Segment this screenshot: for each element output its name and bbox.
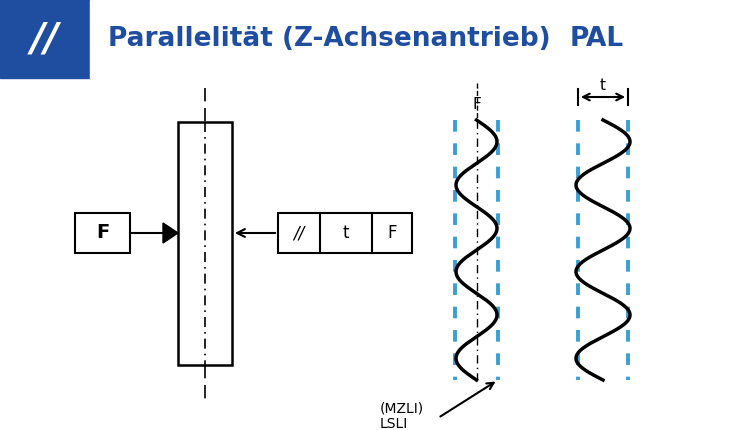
Text: t: t — [600, 77, 606, 92]
Text: //: // — [294, 224, 305, 242]
Text: LSLI: LSLI — [380, 417, 409, 430]
Bar — [90, 0, 751, 78]
Text: F: F — [472, 97, 481, 112]
Text: F: F — [96, 224, 109, 243]
Text: Parallelität (Z-Achsenantrieb): Parallelität (Z-Achsenantrieb) — [108, 26, 550, 52]
Bar — [0, 0, 90, 78]
Text: F: F — [388, 224, 397, 242]
Bar — [178, 122, 232, 365]
Text: //: // — [31, 20, 59, 58]
Text: PAL: PAL — [570, 26, 624, 52]
Polygon shape — [163, 223, 178, 243]
Text: t: t — [342, 224, 349, 242]
Text: (MZLI): (MZLI) — [380, 401, 424, 415]
Bar — [75, 213, 130, 253]
Bar — [278, 213, 412, 253]
